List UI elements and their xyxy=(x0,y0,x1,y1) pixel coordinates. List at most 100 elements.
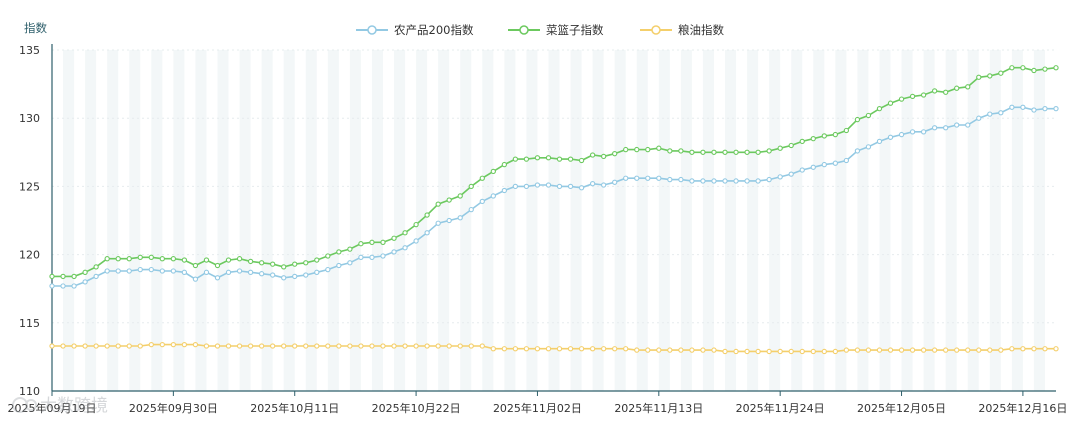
legend-item-2[interactable]: 菜篮子指数 xyxy=(508,23,604,37)
data-point xyxy=(170,256,177,262)
data-point xyxy=(965,347,971,353)
data-point xyxy=(777,145,783,151)
data-point xyxy=(457,215,463,221)
data-point xyxy=(501,161,508,168)
data-point xyxy=(909,93,916,100)
data-point xyxy=(578,346,585,352)
data-point xyxy=(1031,346,1037,352)
data-point xyxy=(336,262,342,269)
data-point xyxy=(832,131,838,138)
watermark-text: 大数跨境 xyxy=(40,396,108,416)
background-band xyxy=(504,50,516,391)
data-point xyxy=(391,235,397,241)
data-point xyxy=(810,136,816,142)
y-tick-label: 125 xyxy=(19,180,40,193)
legend-item-3[interactable]: 粮油指数 xyxy=(640,23,724,37)
background-band xyxy=(129,50,141,391)
data-point xyxy=(943,89,949,95)
data-point xyxy=(314,257,320,263)
data-point xyxy=(225,343,232,349)
data-point xyxy=(512,346,519,352)
data-point xyxy=(126,268,132,274)
data-point xyxy=(468,183,474,190)
data-point xyxy=(755,348,761,355)
background-band xyxy=(901,50,913,391)
data-point xyxy=(556,346,563,352)
legend[interactable]: 农产品200指数 菜篮子指数 粮油指数 xyxy=(356,23,724,37)
legend-item-1[interactable]: 农产品200指数 xyxy=(356,23,474,37)
data-point xyxy=(523,156,530,162)
data-point xyxy=(998,70,1004,76)
data-point xyxy=(192,276,199,282)
y-tick-label: 110 xyxy=(19,385,40,398)
data-point xyxy=(391,343,397,349)
data-point xyxy=(954,85,960,91)
data-point xyxy=(225,269,232,275)
background-band xyxy=(725,50,737,391)
data-point xyxy=(545,346,552,352)
data-point xyxy=(71,283,77,289)
data-point xyxy=(578,185,585,191)
data-point xyxy=(766,348,772,355)
data-point xyxy=(358,241,364,247)
x-tick-label: 2025年10月22日 xyxy=(372,401,461,415)
data-point xyxy=(347,260,353,266)
series-3 xyxy=(49,341,1059,355)
data-point xyxy=(148,341,154,348)
data-point xyxy=(137,343,143,349)
series-1 xyxy=(49,104,1059,289)
data-point xyxy=(446,197,452,203)
x-tick-label: 2025年11月02日 xyxy=(493,401,582,415)
background-band xyxy=(305,50,317,391)
data-point xyxy=(380,239,386,245)
x-tick-label: 2025年12月05日 xyxy=(857,401,946,415)
data-point xyxy=(325,253,331,259)
data-point xyxy=(1053,106,1059,112)
data-point xyxy=(159,256,165,262)
data-point xyxy=(876,138,883,145)
data-point xyxy=(82,343,88,349)
background-band xyxy=(1033,50,1045,391)
data-point xyxy=(545,155,552,161)
x-tick-label: 2025年10月11日 xyxy=(250,401,339,415)
data-point xyxy=(247,258,254,265)
data-point xyxy=(71,343,77,349)
data-point xyxy=(303,260,309,266)
data-point xyxy=(292,343,298,349)
background-band xyxy=(394,50,406,391)
data-point xyxy=(667,148,673,154)
data-point xyxy=(667,176,673,183)
data-point xyxy=(435,343,441,349)
background-band xyxy=(438,50,450,391)
data-point xyxy=(865,144,872,150)
data-point xyxy=(567,156,574,162)
data-point xyxy=(446,217,452,224)
data-point xyxy=(126,256,132,262)
data-point xyxy=(843,157,850,164)
data-point xyxy=(600,182,607,188)
data-point xyxy=(281,264,287,270)
data-point xyxy=(976,347,982,353)
background-band xyxy=(217,50,229,391)
data-point xyxy=(214,275,221,281)
data-point xyxy=(424,230,430,236)
data-point xyxy=(954,122,960,128)
data-point xyxy=(270,261,276,267)
data-point xyxy=(281,343,287,349)
data-point xyxy=(1031,67,1037,74)
data-point xyxy=(920,347,927,353)
data-point xyxy=(192,262,199,269)
data-point xyxy=(380,253,386,259)
data-point xyxy=(689,178,695,184)
data-point xyxy=(1042,106,1048,112)
data-point xyxy=(898,131,905,138)
data-point xyxy=(258,343,265,349)
data-point xyxy=(589,152,596,158)
data-point xyxy=(578,157,585,164)
data-point xyxy=(82,269,88,275)
data-point xyxy=(270,343,276,349)
data-point xyxy=(600,153,607,160)
data-point xyxy=(281,275,287,281)
data-point xyxy=(292,261,298,267)
data-point xyxy=(534,346,541,352)
